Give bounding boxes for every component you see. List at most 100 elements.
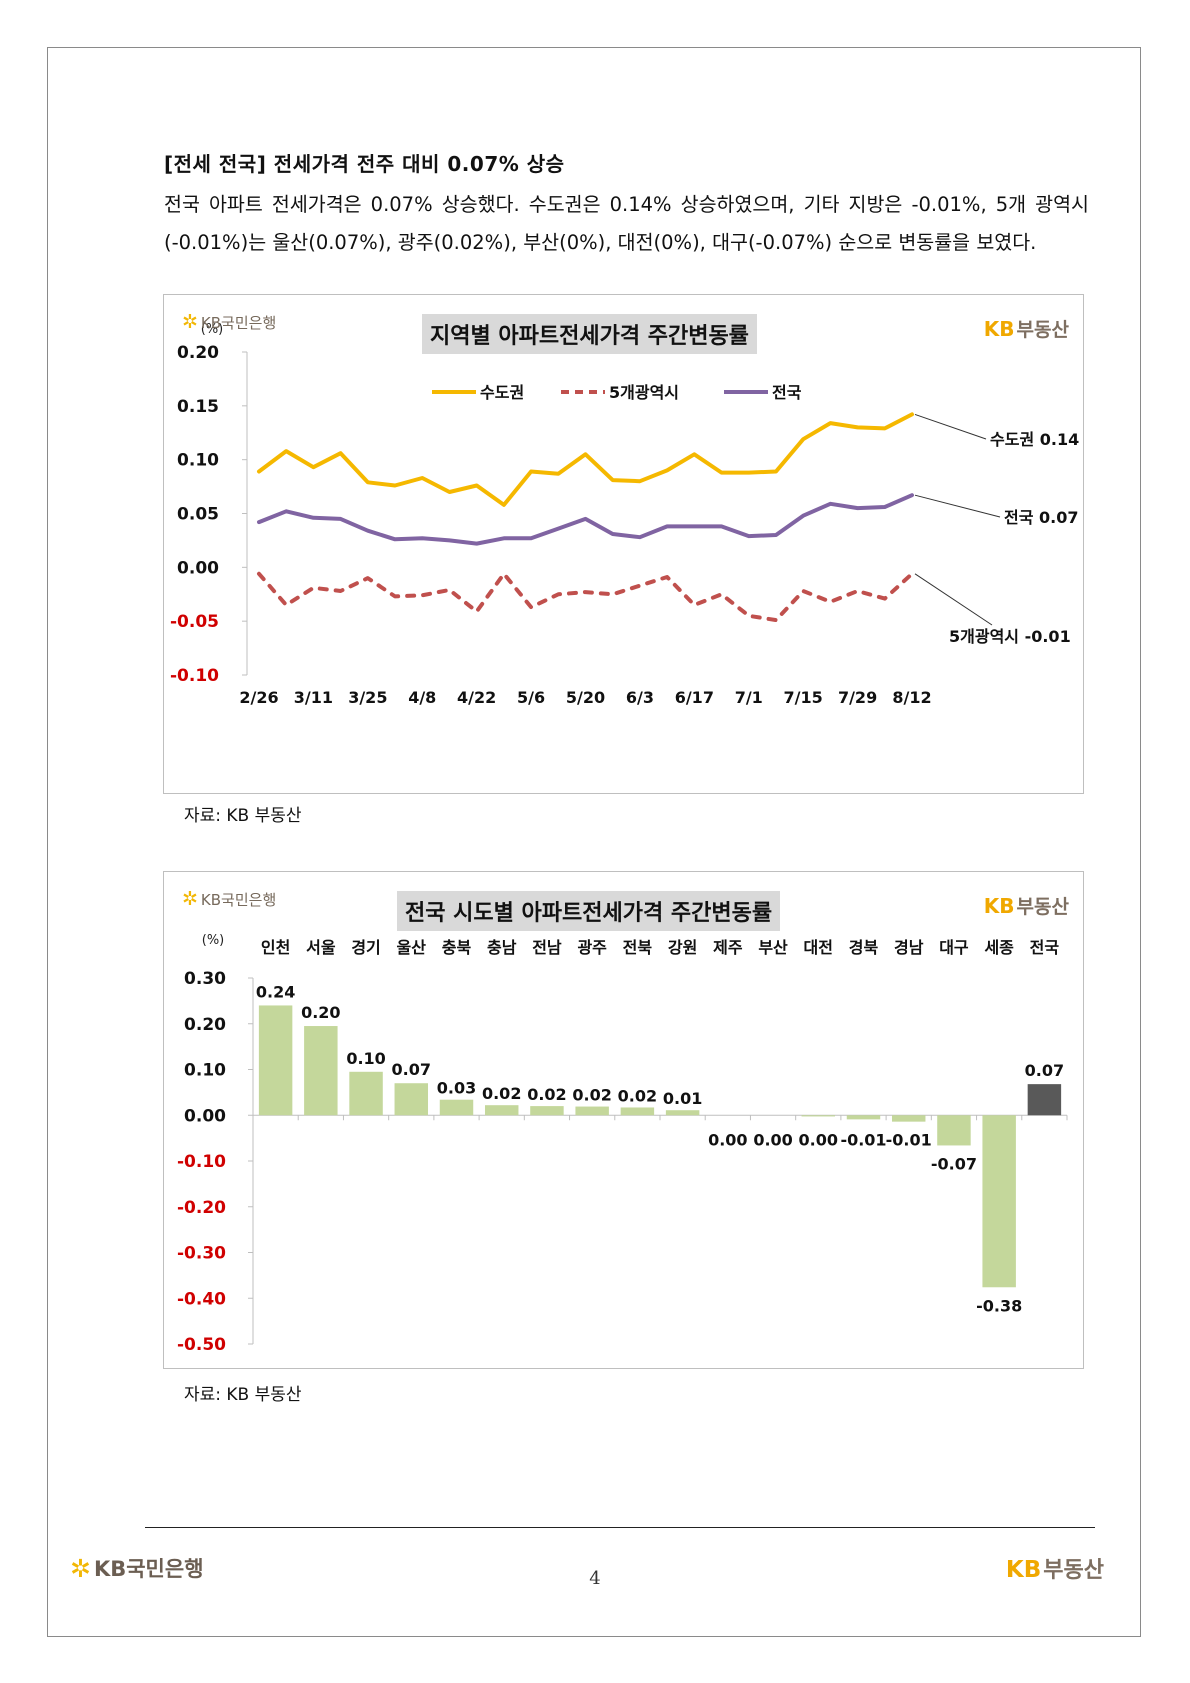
section-heading: [전세 전국] 전세가격 전주 대비 0.07% 상승 <box>164 152 565 176</box>
y-tick-label: 0.10 <box>184 1061 226 1081</box>
y-tick-label: -0.10 <box>170 666 219 686</box>
bar <box>304 1026 338 1116</box>
series-line-metro5 <box>257 571 914 623</box>
x-tick-label: 7/29 <box>838 688 877 707</box>
data-label: 0.00 <box>753 1130 792 1149</box>
bar <box>891 1115 926 1122</box>
end-label-sudogwon: 수도권 0.14 <box>990 430 1079 449</box>
y-tick-label: 0.20 <box>184 1015 226 1035</box>
y-axis-unit: (%) <box>202 933 225 948</box>
regional-line-chart: (%) 0.20 0.15 0.10 0.05 0.00 -0.05 -0.10 2/26 3/1… <box>163 294 1084 794</box>
y-tick-label: 0.15 <box>177 397 219 417</box>
data-label: 0.07 <box>1025 1061 1064 1080</box>
x-tick-label: 4/8 <box>408 688 436 707</box>
y-tick-label: -0.10 <box>177 1152 226 1172</box>
kb-realty-name: 부동산 <box>1016 896 1069 918</box>
category-label: 제주 <box>713 938 743 957</box>
x-tick-label: 5/6 <box>517 688 545 707</box>
province-bar-chart: (%) 0.30 0.20 0.10 0.00 -0.10 -0.20 -0.30 -0.40 -… <box>163 871 1084 1369</box>
y-tick-label: -0.05 <box>170 612 219 632</box>
data-label: 0.03 <box>437 1079 476 1098</box>
kb-bank-name: KB국민은행 <box>200 890 277 909</box>
category-label: 대전 <box>804 938 833 957</box>
bar <box>484 1105 519 1116</box>
bar <box>937 1115 971 1146</box>
data-label: 0.02 <box>618 1086 657 1105</box>
x-tick-label: 4/22 <box>457 688 496 707</box>
y-tick-label: -0.40 <box>177 1289 226 1309</box>
category-label: 대구 <box>939 938 969 957</box>
y-axis-unit: (%) <box>201 322 224 337</box>
x-tick-label: 7/1 <box>735 688 763 707</box>
legend-label-metro5: 5개광역시 <box>609 383 679 402</box>
category-label: 전북 <box>623 938 653 957</box>
data-label: -0.01 <box>886 1130 932 1149</box>
end-label-national: 전국 0.07 <box>1004 508 1079 527</box>
bar <box>1027 1084 1062 1116</box>
x-tick-label: 5/20 <box>566 688 605 707</box>
end-label-leader-metro5 <box>914 573 993 626</box>
chart-source-note: 자료: KB 부동산 <box>184 1385 302 1405</box>
legend-label-national: 전국 <box>772 383 802 402</box>
bar <box>530 1106 564 1116</box>
x-tick-label: 3/25 <box>348 688 387 707</box>
bar-chart-plot: (%) 0.30 0.20 0.10 0.00 -0.10 -0.20 -0.30 -0.40 -… <box>177 933 1068 1355</box>
data-label: 0.01 <box>663 1089 702 1108</box>
y-tick-label: 0.10 <box>177 451 219 471</box>
page-frame <box>47 47 1141 1637</box>
x-tick-label: 6/17 <box>675 688 714 707</box>
bar <box>846 1115 881 1120</box>
bar <box>258 1005 293 1116</box>
series-line-sudogwon <box>257 412 914 507</box>
category-label: 부산 <box>758 938 788 957</box>
y-tick-label: -0.20 <box>177 1198 226 1218</box>
kb-star-icon: ✲ <box>182 311 198 333</box>
y-tick-label: 0.00 <box>177 558 219 578</box>
footer-kb-realty-name: 부동산 <box>1043 1558 1104 1583</box>
category-label: 경남 <box>894 938 924 957</box>
bar <box>982 1115 1016 1288</box>
data-label: -0.38 <box>976 1296 1022 1315</box>
footer-kb-realty-kb: KB <box>1005 1557 1042 1583</box>
y-tick-label: 0.05 <box>177 505 219 525</box>
footer-kb-bank-name: KB국민은행 <box>93 1557 204 1581</box>
category-label: 경기 <box>351 938 380 957</box>
category-label: 경북 <box>849 938 879 957</box>
legend-label-sudogwon: 수도권 <box>480 383 524 402</box>
footer-kb-realty-logo: KB 부동산 <box>1006 1552 1104 1584</box>
page-number: 4 <box>589 1568 601 1589</box>
kb-realty-kb: KB <box>983 317 1015 341</box>
bar <box>620 1107 655 1116</box>
data-label: 0.20 <box>301 1003 340 1022</box>
y-tick-label: -0.30 <box>177 1244 226 1264</box>
chart-title: 지역별 아파트전세가격 주간변동률 <box>422 314 757 354</box>
kb-bank-logo: ✲ KB국민은행 <box>182 311 276 333</box>
summary-paragraph: 전국 아파트 전세가격은 0.07% 상승했다. 수도권은 0.14% 상승하였… <box>164 193 1089 254</box>
data-label: 0.02 <box>482 1084 521 1103</box>
footer-kb-bank-logo: ✲ KB국민은행 <box>70 1553 204 1583</box>
kb-realty-logo: KB 부동산 <box>984 315 1069 342</box>
line-chart-plot: (%) 0.20 0.15 0.10 0.05 0.00 -0.05 -0.10 2/26 3/1… <box>170 322 1079 707</box>
y-tick-label: 0.20 <box>177 343 219 363</box>
end-label-leader-national <box>914 494 1001 518</box>
kb-realty-name: 부동산 <box>1016 319 1069 341</box>
data-label: 0.00 <box>708 1130 747 1149</box>
footer-divider <box>145 1527 1095 1528</box>
kb-bank-name: KB국민은행 <box>200 313 277 332</box>
category-label: 강원 <box>668 938 697 957</box>
data-label: 0.10 <box>346 1049 385 1068</box>
bar <box>665 1110 700 1116</box>
data-label: 0.02 <box>572 1086 611 1105</box>
kb-realty-kb: KB <box>983 894 1015 918</box>
kb-star-icon: ✲ <box>182 888 198 910</box>
y-tick-label: 0.30 <box>184 969 226 989</box>
x-tick-label: 8/12 <box>892 688 931 707</box>
x-tick-label: 2/26 <box>239 688 278 707</box>
bar <box>439 1099 474 1116</box>
series-line-national <box>257 493 914 546</box>
category-label: 울산 <box>397 938 427 957</box>
category-label: 인천 <box>261 938 290 957</box>
kb-star-icon: ✲ <box>70 1553 91 1583</box>
category-label: 전남 <box>532 938 562 957</box>
y-tick-label: -0.50 <box>177 1335 226 1355</box>
